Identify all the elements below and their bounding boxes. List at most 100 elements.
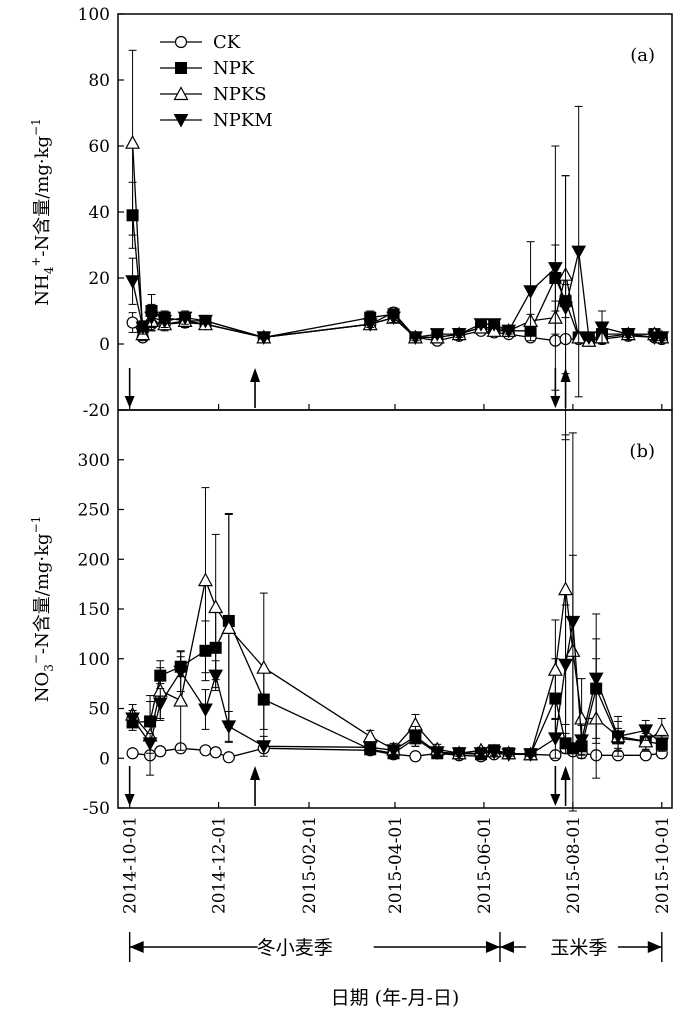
span-arrowhead (129, 941, 144, 953)
data-point (256, 331, 272, 345)
data-point (409, 750, 422, 763)
data-point (429, 328, 445, 342)
span-arrowhead (499, 941, 514, 953)
x-tick-label: 2015-10-01 (653, 816, 673, 914)
data-point (473, 318, 489, 332)
legend-label: NPKS (213, 84, 267, 105)
x-tick-label: 2015-06-01 (475, 816, 495, 914)
arrow-head (550, 794, 561, 806)
data-point (362, 728, 378, 743)
data-point (125, 275, 140, 289)
data-point (209, 746, 222, 759)
panel-label: (b) (629, 441, 655, 462)
legend-marker (175, 62, 187, 74)
y-tick-label: 0 (99, 335, 110, 355)
y-tick-label: 100 (78, 5, 110, 25)
legend-label: NPK (213, 58, 255, 79)
data-point (610, 730, 626, 744)
series-npkm (125, 432, 670, 812)
span-arrowhead (485, 941, 500, 953)
data-point (157, 314, 172, 329)
x-tick-label: 2015-02-01 (300, 816, 320, 914)
data-point (126, 747, 139, 760)
data-point (473, 747, 489, 761)
data-point (125, 712, 140, 726)
x-tick-label: 2015-08-01 (564, 816, 584, 914)
data-point (451, 747, 467, 761)
x-tick-label: 2015-04-01 (386, 816, 406, 914)
data-point (574, 734, 589, 748)
data-point (197, 572, 213, 587)
y-tick-label: 300 (78, 451, 110, 471)
data-point (501, 748, 517, 762)
data-point (208, 669, 224, 684)
data-point (408, 730, 423, 744)
plot-frame (117, 13, 673, 411)
data-point (548, 732, 563, 746)
x-axis-label: 日期 (年-月-日) (331, 987, 460, 1009)
data-point (408, 331, 423, 345)
y-tick-label: -50 (83, 799, 110, 819)
data-point (451, 328, 467, 342)
data-point (362, 741, 378, 755)
data-point (654, 737, 670, 751)
data-point (256, 659, 272, 674)
data-point (199, 744, 212, 757)
y-tick-label: 20 (88, 269, 110, 289)
panel-a: -20 0 20 40 60 80 100 (a) NH4+-N含量/mg·kg−1 (29, 5, 673, 441)
arrow-head (560, 766, 571, 780)
legend-marker (173, 86, 189, 101)
y-tick-label: 40 (88, 203, 110, 223)
data-point (654, 722, 670, 737)
data-point (222, 751, 235, 764)
data-point (135, 321, 151, 336)
data-point (173, 692, 189, 707)
season-label-maize: 玉米季 (550, 937, 607, 959)
x-tick-label: 2014-12-01 (210, 816, 230, 914)
y-tick-label: 0 (99, 749, 110, 769)
data-point (548, 262, 563, 276)
arrow-head (124, 396, 135, 408)
data-point (565, 615, 581, 630)
y-axis-label: NO3−-N含量/mg·kg−1 (29, 516, 56, 703)
data-point (654, 331, 670, 345)
data-point (144, 311, 159, 326)
data-point (486, 746, 502, 760)
data-point (173, 665, 189, 680)
data-point (429, 746, 445, 760)
data-point (362, 318, 378, 332)
x-tick-label: 2014-10-01 (121, 816, 141, 914)
y-tick-label: 250 (78, 501, 110, 521)
y-tick-label: 60 (88, 137, 110, 157)
data-point (581, 331, 597, 345)
span-arrowhead (647, 941, 662, 953)
data-point (154, 745, 167, 758)
data-point (558, 301, 573, 316)
data-point (571, 245, 587, 260)
y-tick-label: -20 (83, 401, 110, 421)
legend-label: CK (213, 32, 241, 53)
data-point (501, 324, 517, 339)
data-point (221, 720, 237, 734)
data-point (198, 314, 213, 329)
y-tick-label: 80 (88, 71, 110, 91)
data-point (558, 658, 573, 673)
data-point (256, 740, 272, 754)
data-point (486, 318, 502, 332)
y-tick-label: 50 (88, 700, 110, 720)
data-point (152, 697, 168, 712)
legend: CK NPK NPKS NPKM (160, 32, 273, 131)
legend-marker (173, 114, 189, 128)
x-tick-labels: 2014-10-01 2014-12-01 2015-02-01 2015-04-01… (121, 816, 673, 914)
data-point (142, 737, 158, 751)
panel-label: (a) (630, 45, 655, 66)
panel-b: -50 0 50 100 150 200 250 300 (b) NO3−-N含量/mg·kg−1 (29, 409, 673, 819)
data-point (177, 311, 193, 326)
arrow-head (550, 396, 561, 408)
data-point (547, 661, 563, 676)
arrow-head (250, 766, 261, 780)
arrow-head (250, 368, 261, 382)
series-line (131, 251, 662, 339)
arrow-head (124, 794, 135, 806)
